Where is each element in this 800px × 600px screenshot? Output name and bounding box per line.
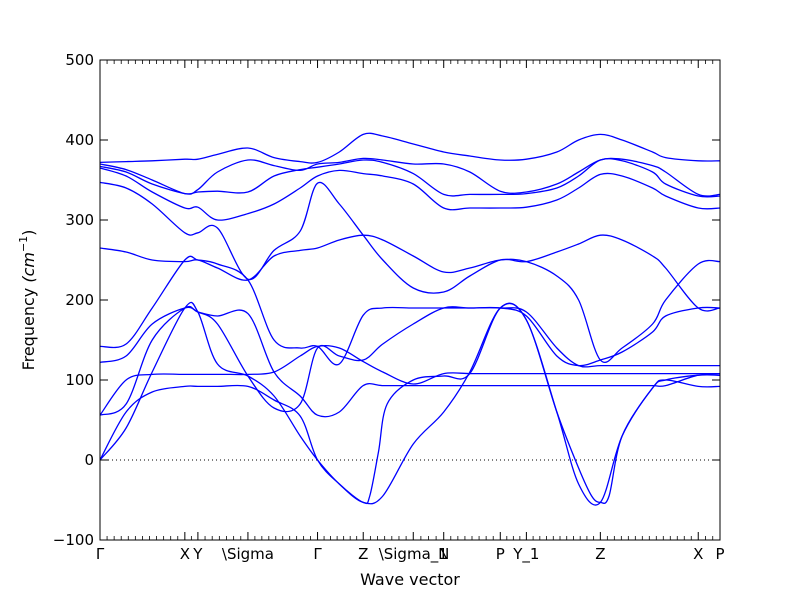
y-tick-label: 500 [65,51,94,69]
x-tick-label: Z [595,545,605,563]
x-tick-label: X [693,545,703,563]
x-tick-label: Γ [96,545,105,563]
phonon-band-4 [99,345,720,416]
phonon-band-11 [99,157,721,197]
phonon-band-12 [99,132,721,164]
y-tick-label: 0 [84,451,94,469]
phonon-band-10 [99,157,721,198]
x-tick-label: Z [358,545,368,563]
phonon-band-6 [99,255,721,367]
x-tick-label: Y [192,545,203,563]
plot-frame [99,59,721,541]
phonon-band-9 [99,167,721,221]
x-tick-label: Y_1 [512,545,539,564]
y-tick-label: 100 [65,371,94,389]
y-axis-ticks: −100 0 100 200 300 400 500 [53,51,720,549]
phonon-band-3 [99,305,721,418]
y-axis-label-unit: (cm [19,252,38,283]
x-axis-ticks: Γ X Y \Sigma Γ Z \Sigma_1N P Y_1 Z X P [96,60,725,564]
x-tick-label: N [438,545,449,563]
x-tick-label: P [715,545,724,563]
y-tick-label: 400 [65,131,94,149]
phonon-band-5 [99,306,720,413]
y-tick-label: 200 [65,291,94,309]
phonon-band-1 [99,301,721,506]
phonon-band-2 [99,302,721,505]
x-tick-label: P [496,545,505,563]
x-axis-label: Wave vector [360,570,460,589]
minor-ticks [106,60,714,540]
x-tick-label: Γ [313,545,322,563]
y-axis-label-exponent: −1 [17,236,30,252]
x-tick-label: \Sigma [222,545,274,563]
phonon-band-7 [99,234,721,363]
y-tick-label: 300 [65,211,94,229]
y-tick-label: −100 [53,531,94,549]
band-series-group [99,132,721,506]
phonon-band-8 [99,181,721,312]
y-axis-label-text: Frequency [19,283,38,371]
y-axis-label-close: ) [19,230,38,236]
x-tick-label: X [180,545,190,563]
y-axis-label: Frequency (cm−1) [17,230,38,371]
x-tick-label: \Sigma_1 [379,545,448,564]
